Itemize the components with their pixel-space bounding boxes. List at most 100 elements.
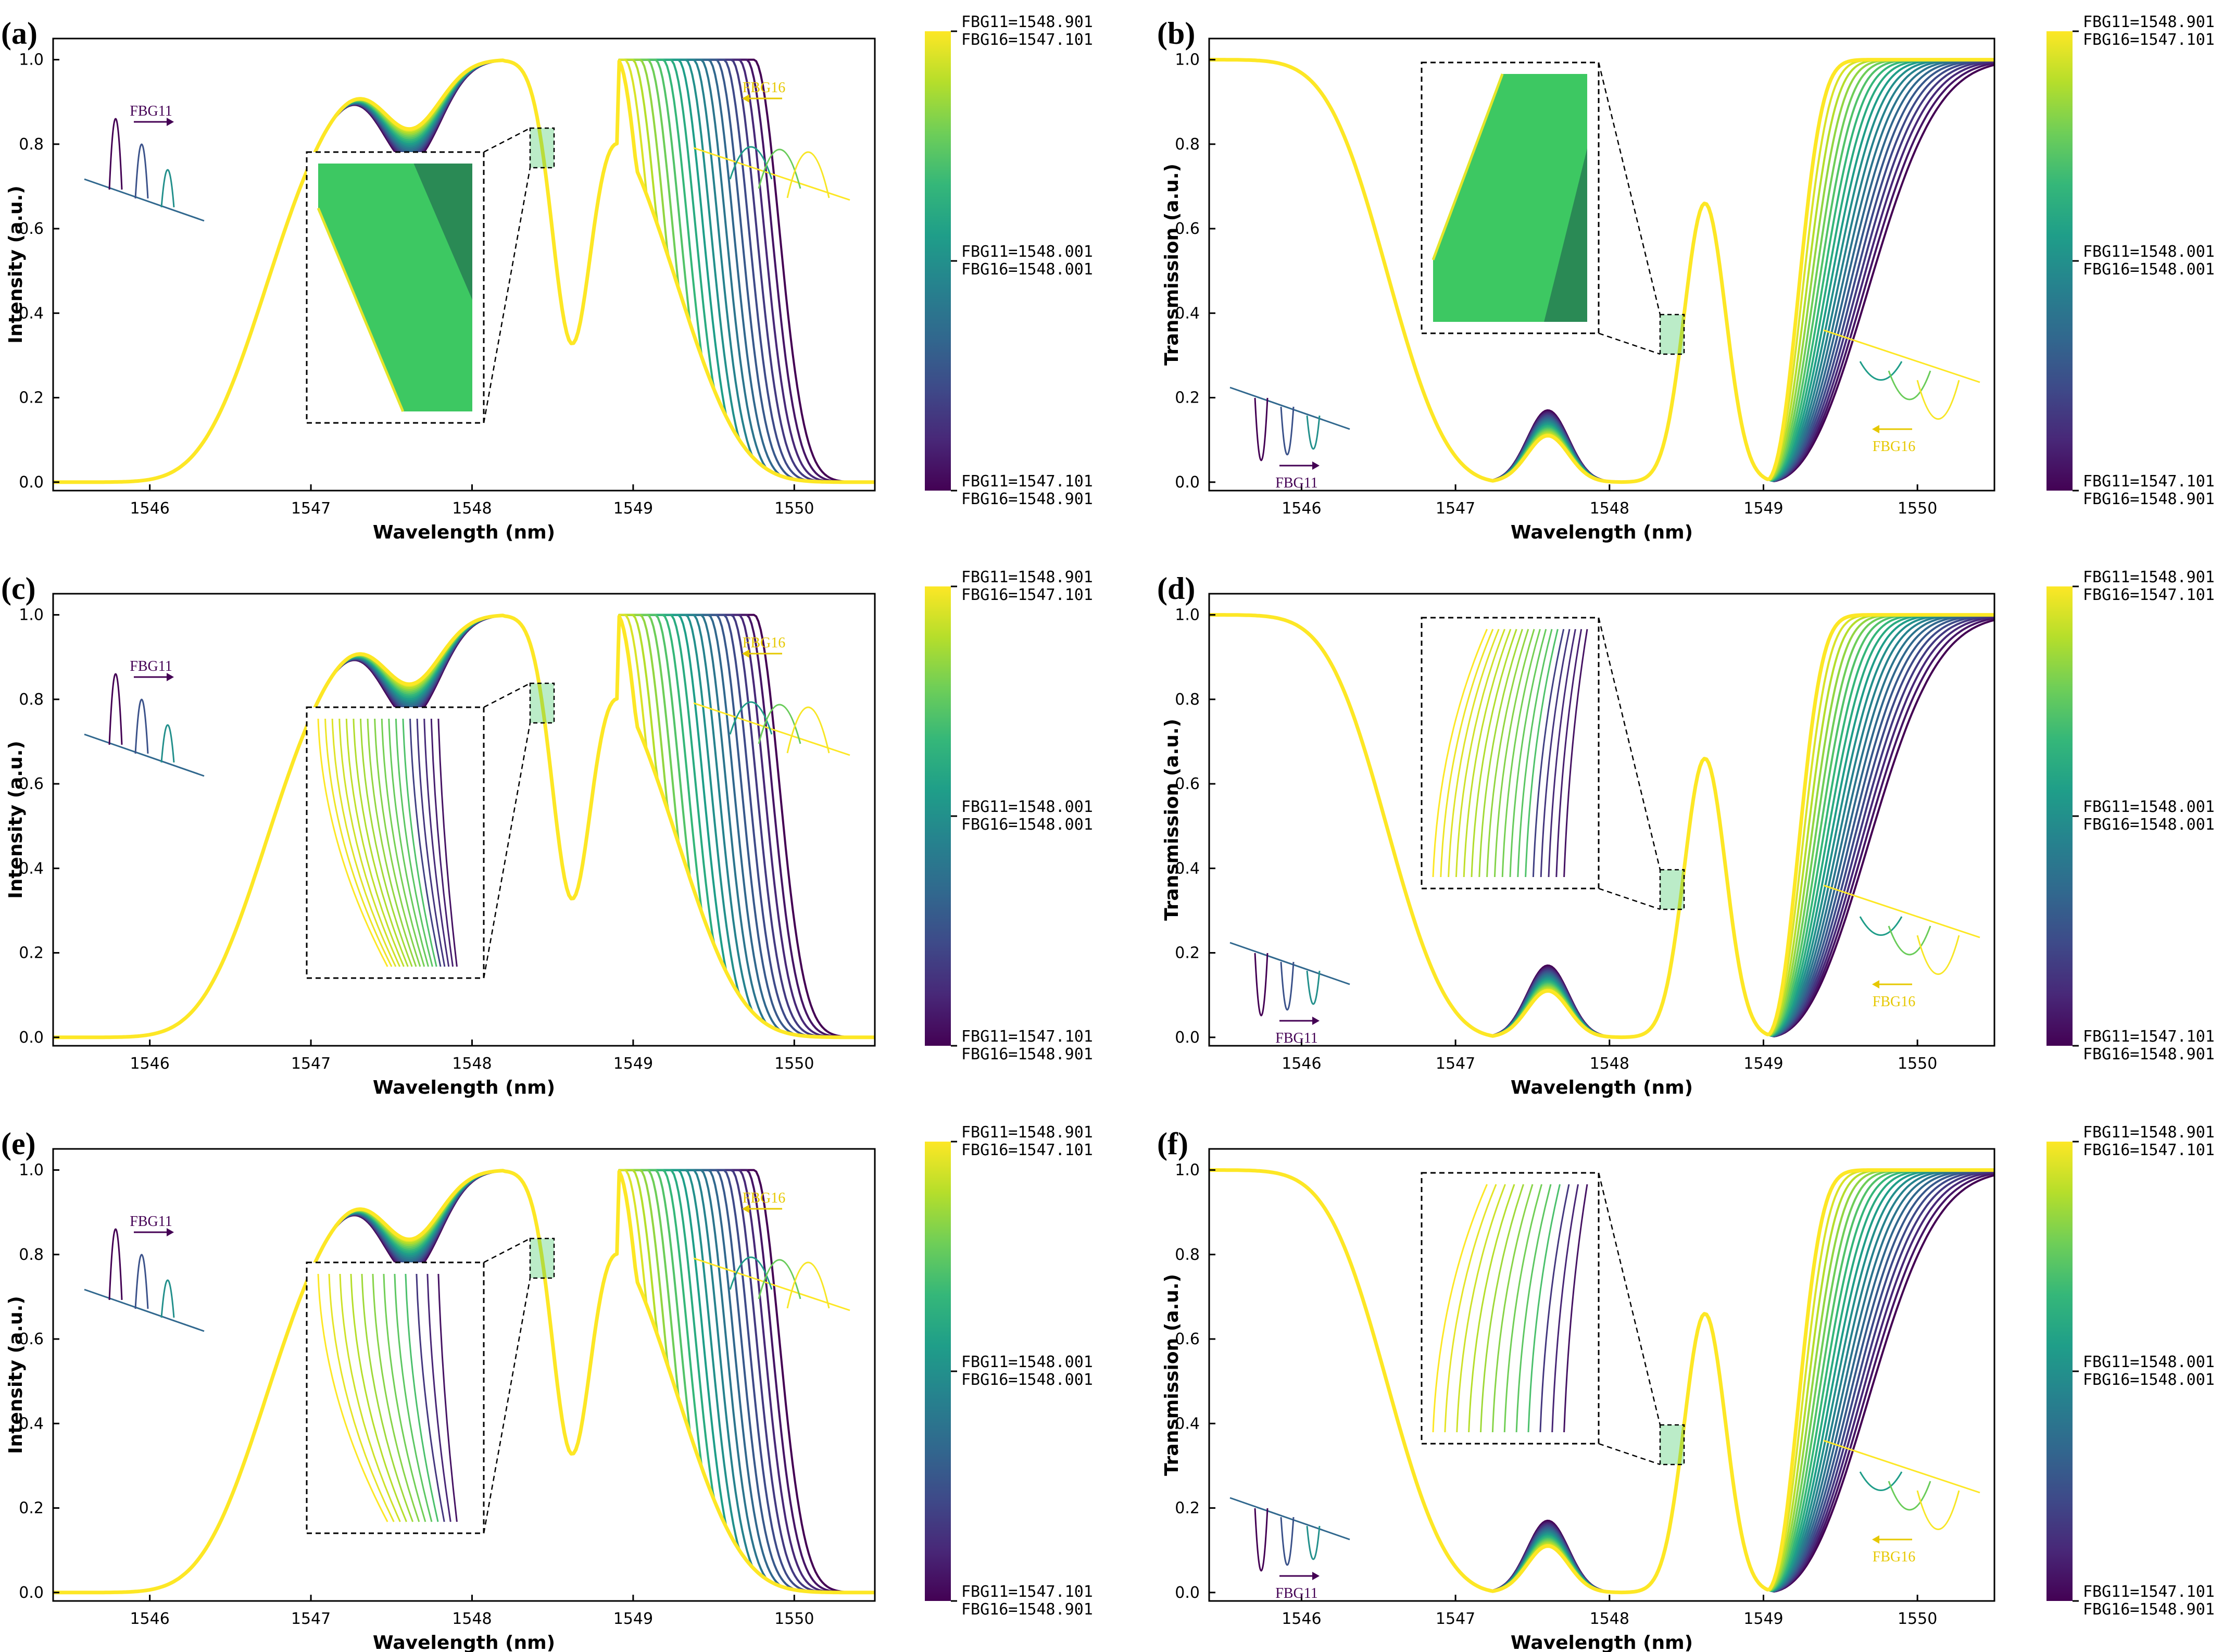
colorbar-label: FBG11=1548.001 <box>961 243 1093 261</box>
fbg11-label: FBG11 <box>1275 1585 1317 1601</box>
x-tick-label: 1550 <box>774 1055 814 1073</box>
fbg-peak <box>1888 925 1931 956</box>
fbg-peak <box>786 706 830 754</box>
y-tick-label: 0.6 <box>1175 220 1200 238</box>
arrow-head <box>167 1228 174 1236</box>
zoom-line <box>372 1273 420 1522</box>
fbg-peak <box>108 1228 123 1300</box>
colorbar-label: FBG16=1547.101 <box>2083 31 2215 49</box>
zoom-line <box>1563 629 1588 878</box>
series-line <box>1209 614 1994 1038</box>
colorbar-label: FBG16=1548.001 <box>2083 816 2215 834</box>
zoom-fill <box>1433 74 1587 322</box>
baseline <box>1229 942 1350 985</box>
zoom-line <box>359 718 413 967</box>
fbg16-schematic: FBG16 <box>1823 884 1980 1010</box>
zoom-line <box>1440 629 1494 878</box>
colorbar-label: FBG11=1548.901 <box>2083 568 2215 586</box>
zoom-connector <box>483 722 531 979</box>
colorbar-label: FBG11=1548.901 <box>2083 13 2215 31</box>
x-tick-label: 1549 <box>613 1055 653 1073</box>
series-line <box>1209 1169 1994 1594</box>
x-tick-label: 1548 <box>1590 1055 1629 1073</box>
zoom-line <box>1551 1184 1579 1433</box>
y-tick-label: 0.8 <box>1175 691 1200 709</box>
series-line <box>1209 614 1994 1038</box>
fbg11-schematic: FBG11 <box>84 1213 205 1332</box>
y-axis-label: Transmission (a.u.) <box>1161 1274 1183 1476</box>
series-line <box>1209 614 1994 1038</box>
zoom-line <box>426 1273 451 1522</box>
zoom-line <box>437 718 458 967</box>
colorbar-label: FBG11=1547.101 <box>961 1028 1093 1046</box>
fbg16-label: FBG16 <box>1873 439 1915 455</box>
baseline <box>693 1257 850 1311</box>
fbg-peak <box>1859 1471 1903 1491</box>
y-axis-label: Intensity (a.u.) <box>5 1296 27 1454</box>
x-tick-label: 1548 <box>452 499 492 518</box>
fbg11-label: FBG11 <box>130 1213 172 1230</box>
y-tick-label: 0.2 <box>1175 1499 1200 1518</box>
fbg16-schematic: FBG16 <box>693 1190 850 1311</box>
y-tick-label: 0.2 <box>19 1499 44 1518</box>
colorbar-rect <box>2046 586 2073 1046</box>
zoom-inset <box>306 682 555 979</box>
series-line <box>1209 58 1994 483</box>
colorbar-label: FBG16=1548.901 <box>2083 1600 2215 1619</box>
x-axis-label: Wavelength (nm) <box>373 1077 555 1098</box>
y-tick-label: 0.8 <box>1175 1246 1200 1264</box>
zoom-inset-frame <box>1421 1172 1600 1445</box>
x-axis-label: Wavelength (nm) <box>1511 522 1693 543</box>
x-axis-label: Wavelength (nm) <box>373 1632 555 1652</box>
y-tick-label: 1.0 <box>1175 51 1200 69</box>
series-line <box>1209 614 1994 1038</box>
fbg-peak <box>134 698 149 754</box>
arrow-head <box>1312 1017 1320 1025</box>
series-line <box>1209 58 1994 483</box>
zoom-connector <box>483 1237 531 1263</box>
arrow-head <box>1872 1535 1879 1544</box>
fbg-peak <box>1280 1517 1295 1566</box>
arrow-head <box>1312 1572 1320 1580</box>
x-tick-label: 1546 <box>1282 499 1321 518</box>
fbg16-schematic: FBG16 <box>1823 329 1980 455</box>
zoom-source-box <box>1659 1424 1685 1466</box>
fbg-peak <box>134 143 149 199</box>
fbg16-label: FBG16 <box>1873 994 1915 1010</box>
series-line <box>1209 58 1994 483</box>
x-tick-label: 1546 <box>1282 1055 1321 1073</box>
arrow-head <box>742 1205 749 1213</box>
colorbar-label: FBG11=1547.101 <box>961 1583 1093 1601</box>
zoom-line <box>1555 629 1583 878</box>
x-tick-label: 1549 <box>1743 1610 1783 1628</box>
y-tick-label: 0.6 <box>19 775 44 793</box>
panel-a: 1546 1547 1548 1549 1550 0.0 0.2 0.4 0.6 0.8 1.0 Wa… <box>1 13 1093 543</box>
zoom-line <box>345 718 405 967</box>
fbg16-label: FBG16 <box>743 1190 785 1206</box>
series-line <box>1209 1169 1994 1594</box>
series-line <box>1209 1169 1994 1594</box>
zoom-line <box>1515 1184 1552 1433</box>
series-line <box>1209 1169 1994 1594</box>
series-line <box>1209 1169 1994 1594</box>
fbg-peak <box>108 118 123 190</box>
panel-d: 1546 1547 1548 1549 1550 0.0 0.2 0.4 0.6 0.8 1.0 Wa… <box>1157 568 2215 1098</box>
zoom-inset <box>1421 1172 1685 1466</box>
zoom-line <box>328 1273 395 1522</box>
y-tick-label: 1.0 <box>19 1161 44 1180</box>
x-tick-label: 1548 <box>452 1055 492 1073</box>
series-line <box>1209 58 1994 483</box>
baseline <box>1823 884 1980 938</box>
zoom-line <box>1532 629 1565 878</box>
zoom-line <box>324 718 393 967</box>
y-tick-label: 0.8 <box>19 1246 44 1264</box>
colorbar-label: FBG11=1548.001 <box>2083 243 2215 261</box>
colorbar-label: FBG16=1548.001 <box>961 1371 1093 1389</box>
series-line <box>1209 614 1994 1038</box>
zoom-inset <box>1421 61 1685 355</box>
series-line <box>1209 614 1994 1038</box>
